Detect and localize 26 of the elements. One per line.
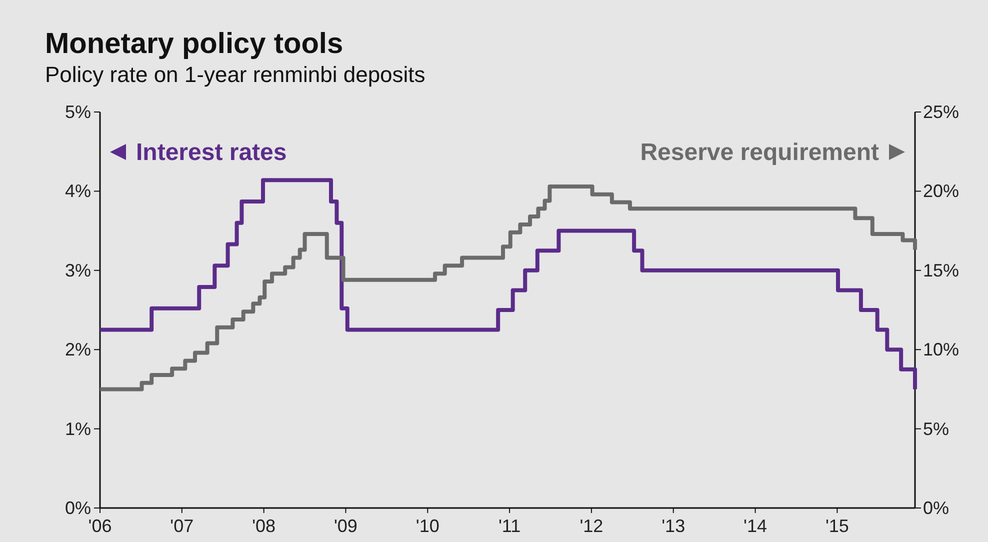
x-tick-label: '09 [334, 516, 358, 536]
chart-subtitle: Policy rate on 1-year renminbi deposits [45, 62, 426, 87]
legend-label: Interest rates [136, 139, 287, 166]
chart-title: Monetary policy tools [45, 28, 344, 60]
x-tick-label: '06 [88, 516, 112, 536]
y-tick-label: 1% [64, 418, 91, 439]
x-tick-label: '10 [416, 516, 440, 536]
x-tick-label: '15 [825, 516, 849, 536]
y2-tick-label: 15% [923, 260, 960, 280]
y2-tick-label: 20% [923, 181, 960, 202]
y2-tick-label: 25% [923, 102, 960, 122]
x-tick-label: '12 [580, 516, 604, 536]
x-tick-label: '14 [744, 516, 768, 536]
x-tick-label: '08 [252, 516, 276, 536]
y-tick-label: 4% [64, 181, 91, 202]
x-tick-label: '07 [170, 516, 194, 536]
series-label: Reserve requirement [640, 139, 880, 166]
y2-tick-label: 10% [923, 340, 960, 360]
x-tick-label: '13 [662, 516, 686, 536]
y-tick-label: 5% [64, 102, 91, 122]
y2-tick-label: 0% [923, 498, 950, 518]
y-tick-label: 2% [64, 340, 91, 360]
y-tick-label: 3% [64, 260, 91, 280]
x-tick-label: '11 [498, 516, 521, 536]
y-tick-label: 0% [64, 498, 91, 518]
y2-tick-label: 5% [923, 418, 950, 439]
